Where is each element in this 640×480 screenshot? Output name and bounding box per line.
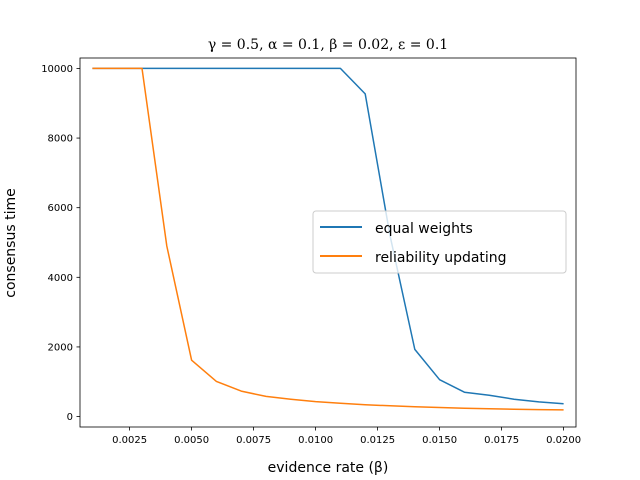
x-tick-label: 0.0025 bbox=[112, 435, 147, 446]
legend: equal weights reliability updating bbox=[312, 210, 567, 274]
y-tick-label: 8000 bbox=[48, 134, 73, 145]
y-tick-label: 2000 bbox=[48, 342, 73, 353]
y-tick-label: 10000 bbox=[41, 64, 73, 75]
x-axis-label: evidence rate (β) bbox=[268, 460, 389, 476]
x-tick-label: 0.0100 bbox=[298, 435, 333, 446]
chart-title: γ = 0.5, α = 0.1, β = 0.02, ε = 0.1 bbox=[208, 37, 448, 53]
y-tick-label: 6000 bbox=[48, 203, 73, 214]
legend-label-reliability-updating: reliability updating bbox=[375, 250, 507, 266]
x-axis: 0.0025 0.0050 0.0075 0.0100 0.0125 0.0150 0.01… bbox=[112, 427, 581, 446]
legend-box bbox=[312, 210, 567, 274]
x-tick-label: 0.0075 bbox=[236, 435, 271, 446]
x-tick-label: 0.0150 bbox=[422, 435, 457, 446]
y-axis: 0 2000 4000 6000 8000 10000 bbox=[41, 64, 80, 423]
series-line-equal-weights bbox=[92, 67, 564, 405]
series-line-reliability-updating bbox=[92, 67, 564, 411]
x-tick-label: 0.0175 bbox=[484, 435, 519, 446]
x-tick-label: 0.0125 bbox=[360, 435, 395, 446]
x-tick-label: 0.0050 bbox=[174, 435, 209, 446]
x-tick-label: 0.0200 bbox=[546, 435, 581, 446]
y-tick-label: 4000 bbox=[48, 273, 73, 284]
y-tick-label: 0 bbox=[67, 412, 73, 423]
series-layer bbox=[92, 67, 564, 411]
y-axis-label: consensus time bbox=[3, 188, 19, 297]
legend-label-equal-weights: equal weights bbox=[375, 221, 473, 237]
